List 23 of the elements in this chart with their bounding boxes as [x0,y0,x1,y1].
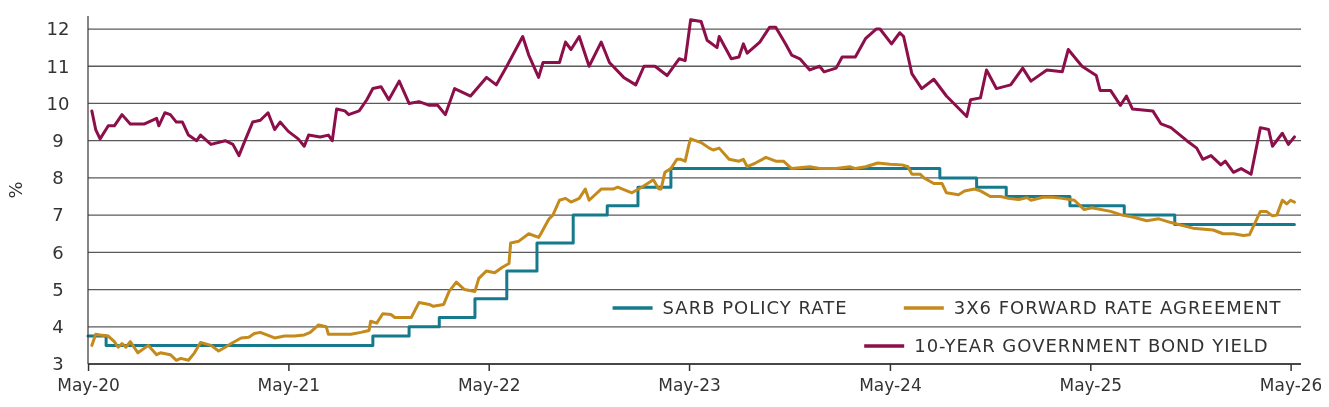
legend-label: SARB POLICY RATE [662,297,848,319]
y-tick-label: 7 [52,204,64,226]
y-tick-label: 8 [52,167,64,189]
x-tick-label: May-22 [457,375,521,395]
y-tick-label: 3 [52,353,64,375]
x-tick-label: May-20 [57,375,120,395]
y-tick-label: 10 [46,92,70,114]
x-tick-label: May-24 [859,375,922,395]
y-tick-label: 11 [46,55,70,77]
y-tick-label: 6 [52,241,64,263]
legend-label: 10-YEAR GOVERNMENT BOND YIELD [914,335,1269,357]
line-series [90,18,1296,176]
y-axis-title: % [5,181,26,199]
x-tick-label: May-25 [1059,375,1123,395]
line-series [90,137,1296,362]
legend-label: 3X6 FORWARD RATE AGREEMENT [953,297,1282,319]
x-tick-label: May-21 [257,375,321,395]
y-tick-label: 4 [52,316,64,338]
y-tick-label: 5 [52,278,64,300]
x-tick-label: May-23 [658,375,721,395]
y-tick-label: 12 [46,18,70,40]
y-tick-label: 9 [52,129,64,151]
x-tick-label: May-26 [1259,375,1323,395]
